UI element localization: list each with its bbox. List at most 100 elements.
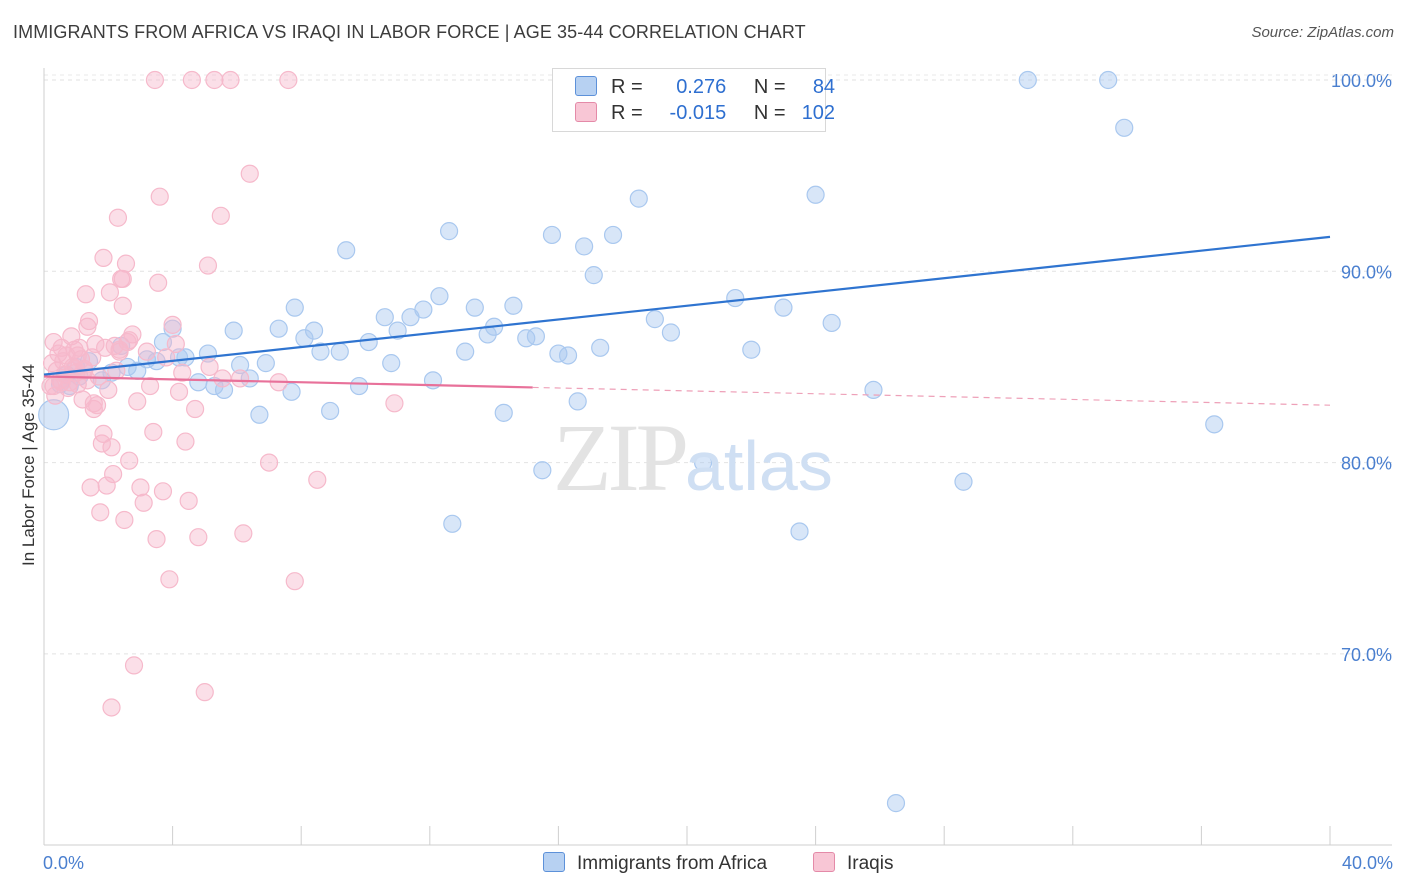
legend-n-value-iraqis: 102 (801, 102, 836, 124)
data-point-africa (256, 354, 275, 373)
data-point-africa (1099, 70, 1118, 90)
data-point-iraqis (120, 451, 139, 470)
data-point-africa (822, 313, 841, 333)
legend-row-africa: R = 0.276 N = 84 (575, 76, 835, 100)
data-point-iraqis (205, 70, 224, 90)
data-point-africa (591, 338, 610, 357)
data-point-iraqis (385, 394, 404, 413)
watermark-zip: ZIP (553, 404, 689, 511)
data-point-africa (806, 185, 825, 204)
data-point-iraqis (279, 70, 298, 90)
data-point-iraqis (211, 206, 230, 225)
data-point-iraqis (113, 296, 132, 315)
watermark-atlas: atlas (685, 427, 833, 505)
data-point-iraqis (100, 283, 120, 302)
bottom-legend-iraqis: Iraqis (813, 852, 893, 875)
data-point-africa (584, 266, 603, 285)
data-point-iraqis (102, 698, 121, 717)
data-point-iraqis (149, 273, 168, 292)
x-tick-label: 40.0% (1342, 853, 1393, 873)
data-point-africa (575, 237, 594, 256)
data-point-iraqis (84, 394, 103, 413)
legend-swatch-iraqis (575, 102, 597, 122)
bottom-legend-swatch-africa (543, 852, 565, 872)
data-point-africa (1115, 118, 1134, 137)
data-point-iraqis (131, 478, 150, 497)
data-point-africa (349, 376, 369, 396)
data-point-iraqis (147, 530, 166, 549)
data-point-africa (533, 461, 552, 480)
data-point-iraqis (99, 380, 118, 400)
data-point-iraqis (83, 348, 102, 367)
data-point-iraqis (102, 438, 121, 457)
data-point-iraqis (87, 396, 107, 415)
data-point-africa (568, 392, 587, 411)
bottom-legend-africa: Immigrants from Africa (543, 852, 767, 875)
data-point-africa (693, 453, 713, 472)
data-point-africa (330, 342, 349, 361)
legend-r-value-africa: 0.276 (676, 76, 727, 98)
data-point-africa (864, 380, 883, 400)
data-point-iraqis (166, 334, 185, 354)
data-point-africa (359, 332, 378, 352)
data-point-africa (269, 319, 288, 338)
data-point-iraqis (160, 570, 179, 589)
data-point-iraqis (213, 369, 232, 388)
data-point-iraqis (124, 656, 144, 675)
data-point-iraqis (221, 70, 240, 90)
data-point-africa (790, 522, 809, 541)
bottom-legend-label-africa: Immigrants from Africa (577, 853, 768, 874)
data-point-africa (526, 327, 545, 346)
data-point-africa (189, 373, 208, 392)
data-point-iraqis (123, 325, 142, 344)
data-point-iraqis (195, 683, 214, 702)
data-point-iraqis (78, 371, 97, 390)
data-point-africa (456, 342, 475, 361)
data-point-africa (285, 298, 304, 317)
data-point-africa (645, 310, 664, 329)
watermark: ZIPatlas (553, 402, 833, 513)
data-point-africa (465, 298, 484, 317)
data-point-iraqis (198, 256, 218, 275)
data-point-africa (282, 382, 301, 401)
data-point-iraqis (116, 254, 136, 273)
legend-row-iraqis: R = -0.015 N = 102 (575, 102, 835, 126)
data-point-iraqis (163, 315, 182, 334)
data-point-africa (661, 323, 681, 342)
data-point-iraqis (115, 510, 134, 530)
trend-line-africa (43, 235, 1331, 376)
data-point-africa (1018, 70, 1037, 90)
data-point-iraqis (189, 528, 208, 547)
data-point-iraqis (186, 399, 205, 419)
data-point-africa (375, 308, 394, 327)
data-point-iraqis (176, 432, 195, 451)
legend-r-value-iraqis: -0.015 (669, 102, 727, 124)
data-point-iraqis (79, 311, 99, 331)
data-point-iraqis (94, 248, 113, 268)
data-point-iraqis (108, 208, 128, 227)
bottom-legend-label-iraqis: Iraqis (847, 853, 894, 874)
data-point-iraqis (97, 476, 116, 495)
data-point-africa (382, 354, 401, 373)
data-point-africa (629, 189, 648, 208)
trend-line-iraqis-dashed (532, 386, 1331, 406)
data-point-iraqis (110, 340, 129, 359)
legend-n-value-africa: 84 (812, 76, 836, 98)
correlation-legend: R = 0.276 N = 84 R = -0.015 N = 102 (552, 68, 835, 132)
data-point-africa (542, 225, 562, 245)
data-point-africa (38, 399, 70, 431)
data-point-africa (439, 222, 459, 241)
data-point-africa (311, 342, 330, 361)
data-point-africa (954, 472, 973, 491)
data-point-iraqis (231, 369, 250, 388)
data-point-iraqis (145, 70, 165, 90)
data-point-africa (304, 321, 324, 340)
data-point-africa (494, 403, 513, 422)
legend-r-label: R = (611, 76, 643, 98)
data-point-africa (603, 225, 623, 245)
y-tick-label: 100.0% (1331, 71, 1392, 91)
data-point-africa (886, 794, 906, 813)
bottom-legend-swatch-iraqis (813, 852, 835, 872)
data-point-africa (443, 514, 462, 533)
data-point-iraqis (173, 363, 192, 382)
